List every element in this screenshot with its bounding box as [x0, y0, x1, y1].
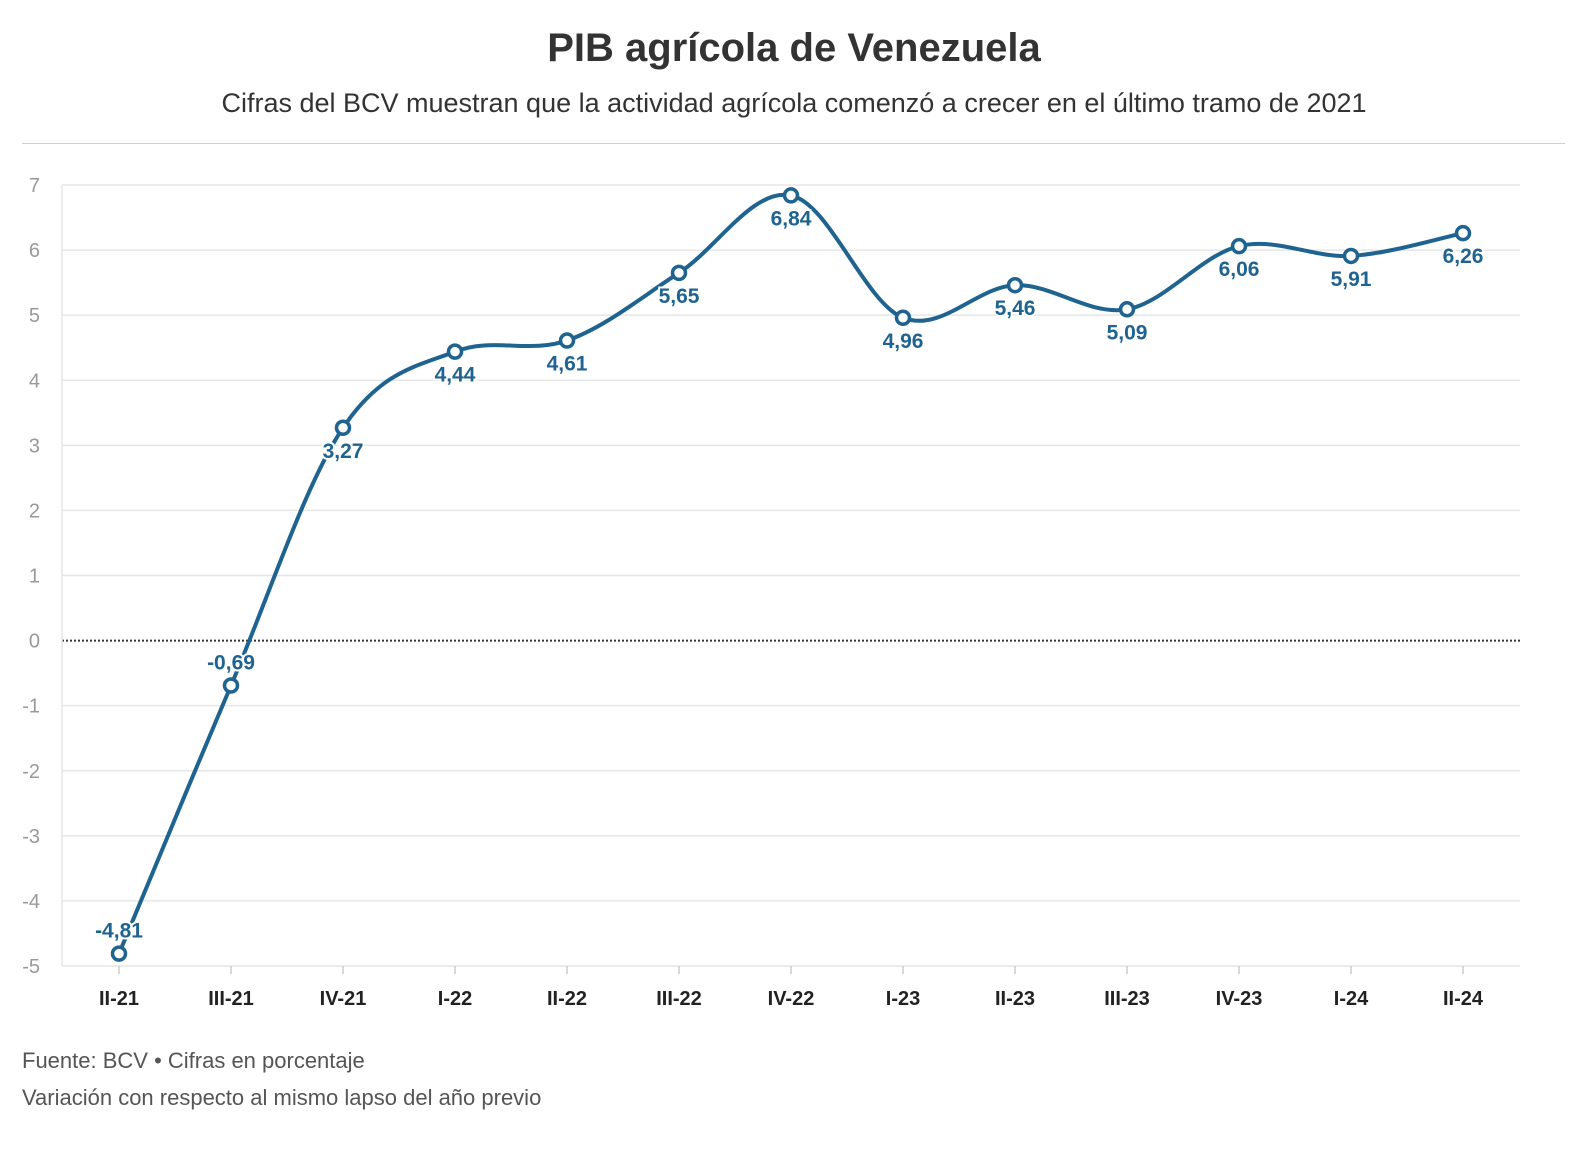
chart-title: PIB agrícola de Venezuela	[547, 26, 1041, 70]
header-divider	[22, 143, 1565, 144]
data-point	[558, 332, 576, 349]
data-label: 4,44	[435, 364, 476, 387]
data-labels: -4,81 -0,69 3,27 4,44 4,61 5,65 6,84 4,96 5,46 5,…	[93, 205, 1485, 944]
data-point	[1118, 301, 1136, 318]
y-tick-label: 7	[29, 175, 40, 197]
x-tick-label: IV-23	[1216, 988, 1263, 1010]
x-tick-label: II-22	[547, 988, 587, 1010]
y-tick-label: -3	[22, 826, 40, 848]
data-point	[334, 419, 352, 437]
y-tick-label: 3	[29, 435, 40, 457]
data-point	[446, 343, 464, 360]
y-axis-ticks: 7 6 5 4 3 2 1 0 -1 -2 -3 -4 -5	[22, 175, 40, 978]
data-point	[1342, 247, 1360, 265]
x-tick-label: I-22	[438, 988, 472, 1010]
data-label: 6,06	[1219, 258, 1260, 281]
x-tick-label: II-24	[1443, 988, 1484, 1010]
x-tick-label: III-23	[1104, 988, 1150, 1010]
y-tick-label: -4	[22, 891, 40, 913]
y-tick-label: 1	[29, 566, 40, 588]
y-tick-label: 0	[29, 631, 40, 653]
data-label: 4,96	[883, 330, 924, 353]
data-label: -0,69	[207, 651, 255, 674]
data-point	[1230, 237, 1248, 255]
data-label: 5,65	[659, 285, 700, 308]
gridlines	[61, 184, 1520, 967]
data-point	[1454, 224, 1472, 242]
y-tick-label: -2	[22, 761, 40, 783]
series-line	[117, 192, 1465, 956]
x-tick-label: II-23	[995, 988, 1035, 1010]
y-tick-label: 2	[29, 500, 40, 522]
x-tick-label: III-22	[656, 988, 702, 1010]
x-axis-ticks: II-21 III-21 IV-21 I-22 II-22 III-22 IV-22 I-23…	[99, 966, 1484, 1010]
x-tick-label: IV-22	[768, 988, 815, 1010]
x-tick-label: I-24	[1334, 988, 1369, 1010]
data-label: 6,26	[1443, 245, 1484, 268]
data-point	[670, 264, 688, 282]
data-points	[110, 187, 1472, 962]
y-tick-label: 4	[29, 370, 40, 392]
footer-note: Variación con respecto al mismo lapso de…	[22, 1085, 542, 1110]
data-label: 6,84	[771, 207, 812, 230]
data-point	[110, 945, 128, 962]
x-tick-label: I-23	[886, 988, 920, 1010]
data-label: 4,61	[547, 353, 588, 376]
y-tick-label: -5	[22, 956, 40, 978]
x-tick-label: IV-21	[320, 988, 367, 1010]
data-point	[222, 677, 240, 694]
data-label: 5,09	[1107, 321, 1148, 344]
x-tick-label: II-21	[99, 988, 139, 1010]
data-label: 3,27	[323, 440, 364, 463]
series-line-layer	[117, 192, 1465, 956]
y-tick-label: 6	[29, 240, 40, 262]
data-label: -4,81	[95, 920, 143, 943]
data-point	[1006, 276, 1024, 294]
data-label: 5,91	[1331, 268, 1372, 291]
chart-subtitle: Cifras del BCV muestran que la actividad…	[221, 88, 1367, 118]
data-point	[782, 187, 800, 204]
data-label: 5,46	[995, 297, 1036, 320]
data-point	[894, 309, 912, 327]
footer-source: Fuente: BCV • Cifras en porcentaje	[22, 1048, 365, 1073]
y-tick-label: -1	[22, 696, 40, 718]
x-tick-label: III-21	[208, 988, 254, 1010]
y-tick-label: 5	[29, 305, 40, 327]
